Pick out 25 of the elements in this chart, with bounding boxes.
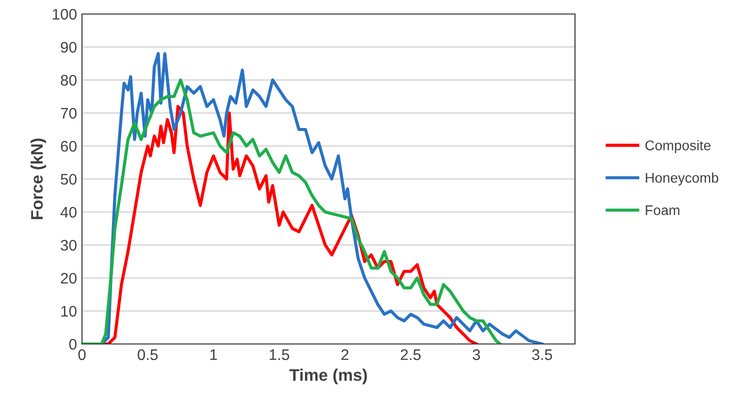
legend-label: Composite xyxy=(645,140,710,154)
x-tick-label: 1.5 xyxy=(270,349,290,360)
y-tick-label: 0 xyxy=(69,338,77,350)
y-tick-label: 80 xyxy=(60,74,77,86)
y-tick-label: 100 xyxy=(52,8,77,20)
x-tick-label: 0.5 xyxy=(138,349,158,360)
x-tick-label: 2 xyxy=(341,349,348,360)
x-tick-label: 3.5 xyxy=(532,349,552,360)
y-tick-label: 20 xyxy=(60,272,77,284)
y-tick-label: 30 xyxy=(60,240,77,251)
x-tick-label: 2.5 xyxy=(400,349,421,360)
x-tick-label: 0 xyxy=(78,349,86,360)
legend-label: Honeycomb xyxy=(646,172,718,186)
y-tick-label: 70 xyxy=(60,108,77,119)
y-tick-label: 10 xyxy=(61,306,77,317)
x-tick-label: 3 xyxy=(472,349,480,360)
legend-label: Foam xyxy=(646,205,680,216)
y-tick-label: 50 xyxy=(60,174,77,185)
x-axis-title: Time (ms) xyxy=(289,368,367,384)
y-tick-label: 60 xyxy=(60,140,77,152)
line-series xyxy=(82,78,502,344)
y-tick-label: 40 xyxy=(60,206,77,218)
y-tick-label: 90 xyxy=(60,42,77,53)
y-axis-title: Force (kN) xyxy=(30,138,46,220)
x-tick-label: 1 xyxy=(210,349,217,360)
